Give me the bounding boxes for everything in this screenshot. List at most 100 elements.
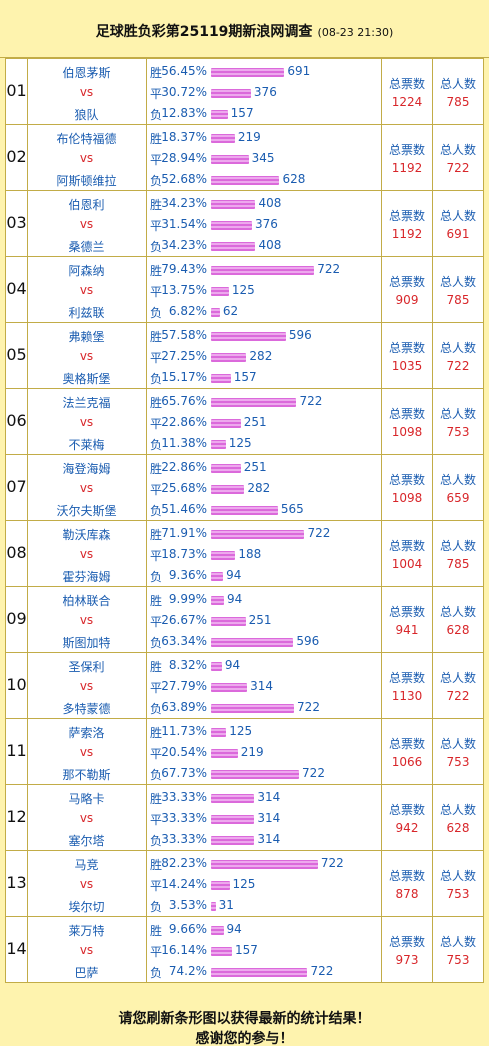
option-label: 胜	[150, 858, 163, 872]
option-pct: 63.34%	[161, 634, 207, 648]
option-count: 722	[310, 964, 334, 978]
option-pct: 27.25%	[161, 349, 207, 363]
bar	[211, 902, 216, 911]
people-label: 总人数	[439, 77, 476, 91]
away-team: 利兹联	[68, 306, 105, 320]
bar	[211, 683, 248, 692]
match-no: 14	[6, 939, 27, 958]
option-label: 平	[150, 945, 163, 959]
bar	[211, 749, 238, 758]
match-no: 07	[6, 477, 27, 496]
option-label: 平	[150, 219, 163, 233]
people-cell	[432, 190, 484, 257]
option-count: 314	[250, 679, 274, 693]
home-team: 伯恩茅斯	[62, 66, 111, 80]
vs: vs	[79, 943, 94, 957]
votes-label: 总票数	[388, 77, 425, 91]
option-pct: 9.66%	[168, 922, 207, 936]
bar	[211, 530, 305, 539]
votes-label: 总票数	[388, 737, 425, 751]
option-label: 平	[150, 747, 163, 761]
home-team: 马竞	[74, 858, 99, 872]
home-team: 海登海姆	[62, 462, 111, 476]
home-team: 伯恩利	[68, 198, 105, 212]
option-label: 胜	[150, 726, 163, 740]
option-count: 282	[249, 349, 273, 363]
bar	[211, 638, 294, 647]
people-label: 总人数	[439, 803, 476, 817]
bar	[211, 176, 280, 185]
team-cell	[27, 586, 147, 653]
option-pct: 8.32%	[168, 658, 207, 672]
away-team: 奥格斯堡	[62, 372, 111, 386]
people-label: 总人数	[439, 341, 476, 355]
vs: vs	[79, 745, 94, 759]
people-cell	[432, 916, 484, 983]
team-cell	[27, 916, 147, 983]
vs: vs	[79, 877, 94, 891]
option-pct: 16.14%	[161, 943, 207, 957]
votes-cell	[381, 652, 433, 719]
option-pct: 11.73%	[161, 724, 207, 738]
bar	[211, 815, 255, 824]
bar	[211, 947, 232, 956]
bar	[211, 704, 295, 713]
option-pct: 67.73%	[161, 766, 207, 780]
match-no: 12	[6, 807, 27, 826]
away-team: 阿斯顿维拉	[56, 174, 117, 188]
people: 753	[446, 953, 470, 967]
people-label: 总人数	[439, 737, 476, 751]
people-label: 总人数	[439, 539, 476, 553]
people-cell	[432, 784, 484, 851]
people: 722	[446, 359, 470, 373]
votes-cell	[381, 850, 433, 917]
people: 722	[446, 689, 470, 703]
option-pct: 33.33%	[161, 790, 207, 804]
option-count: 157	[233, 370, 257, 384]
people: 785	[446, 95, 470, 109]
away-team: 桑德兰	[68, 240, 105, 254]
option-count: 408	[258, 238, 282, 252]
bar	[211, 617, 246, 626]
votes: 942	[395, 821, 419, 835]
votes-label: 总票数	[388, 143, 425, 157]
option-count: 157	[234, 943, 258, 957]
option-label: 胜	[150, 924, 163, 938]
option-pct: 56.45%	[161, 64, 207, 78]
option-cell	[146, 190, 382, 257]
option-pct: 22.86%	[161, 460, 207, 474]
people-label: 总人数	[439, 275, 476, 289]
bar	[211, 506, 278, 515]
option-label: 胜	[150, 462, 163, 476]
away-team: 霍芬海姆	[62, 570, 111, 584]
people-label: 总人数	[439, 605, 476, 619]
votes: 973	[395, 953, 419, 967]
option-count: 722	[317, 262, 341, 276]
option-count: 565	[280, 502, 304, 516]
people: 659	[446, 491, 470, 505]
option-pct: 79.43%	[161, 262, 207, 276]
option-pct: 74.2%	[168, 964, 207, 978]
option-label: 负	[150, 900, 163, 914]
bar	[211, 68, 285, 77]
votes-cell	[381, 58, 433, 125]
votes-cell	[381, 454, 433, 521]
option-count: 94	[226, 592, 243, 606]
vs: vs	[79, 613, 94, 627]
option-pct: 12.83%	[161, 106, 207, 120]
option-count: 125	[231, 283, 255, 297]
option-label: 平	[150, 549, 163, 563]
bar	[211, 419, 241, 428]
option-count: 376	[255, 217, 278, 231]
option-count: 125	[228, 436, 252, 450]
votes: 1004	[391, 557, 423, 571]
option-label: 负	[150, 570, 163, 584]
team-cell	[27, 388, 147, 455]
bar	[211, 860, 318, 869]
match-no: 01	[6, 81, 27, 100]
option-count: 628	[282, 172, 306, 186]
option-pct: 9.99%	[168, 592, 207, 606]
away-team: 沃尔夫斯堡	[56, 504, 117, 518]
option-label: 平	[150, 351, 163, 365]
